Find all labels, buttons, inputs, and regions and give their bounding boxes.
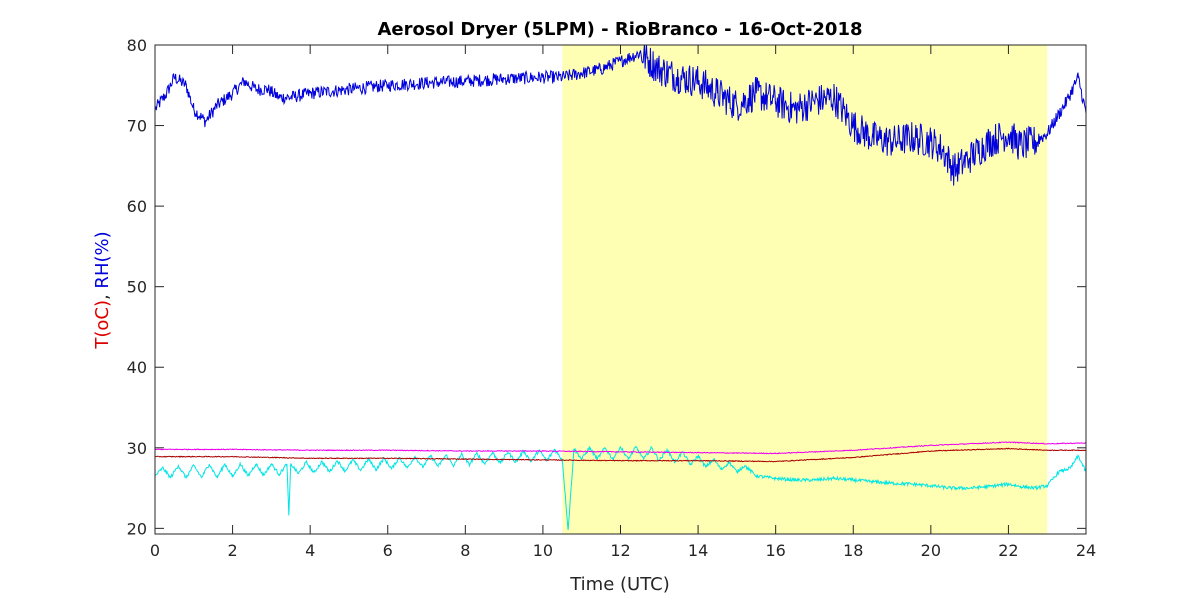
x-tick-label: 18 [843, 541, 863, 560]
x-tick-label: 2 [227, 541, 237, 560]
series-line-2 [155, 441, 1086, 455]
y-tick-label: 70 [127, 117, 147, 136]
y-tick-label: 30 [127, 439, 147, 458]
y-tick-label: 20 [127, 519, 147, 538]
y-tick-label: 60 [127, 197, 147, 216]
x-tick-label: 10 [533, 541, 553, 560]
y-tick-label: 80 [127, 36, 147, 55]
x-tick-label: 20 [921, 541, 941, 560]
x-tick-label: 24 [1076, 541, 1096, 560]
x-axis-label: Time (UTC) [569, 574, 670, 595]
x-tick-label: 22 [998, 541, 1018, 560]
x-tick-label: 8 [460, 541, 470, 560]
chart-title: Aerosol Dryer (5LPM) - RioBranco - 16-Oc… [377, 19, 862, 40]
x-tick-label: 0 [150, 541, 160, 560]
series-line-0 [155, 45, 1086, 186]
x-tick-label: 12 [610, 541, 630, 560]
y-axis-label: T(oC), RH(%) [92, 231, 113, 349]
y-tick-label: 40 [127, 358, 147, 377]
x-tick-label: 16 [765, 541, 785, 560]
y-axis-label-part-2: RH(%) [92, 231, 113, 288]
y-axis-label-part-1: , [92, 289, 113, 300]
y-axis-label-part-0: T(oC) [92, 300, 113, 350]
series-line-3 [155, 447, 1086, 463]
x-tick-label: 6 [383, 541, 393, 560]
x-tick-label: 14 [688, 541, 708, 560]
series-line-1 [155, 445, 1086, 531]
y-tick-label: 50 [127, 278, 147, 297]
x-tick-label: 4 [305, 541, 315, 560]
plot-area [155, 45, 1086, 534]
